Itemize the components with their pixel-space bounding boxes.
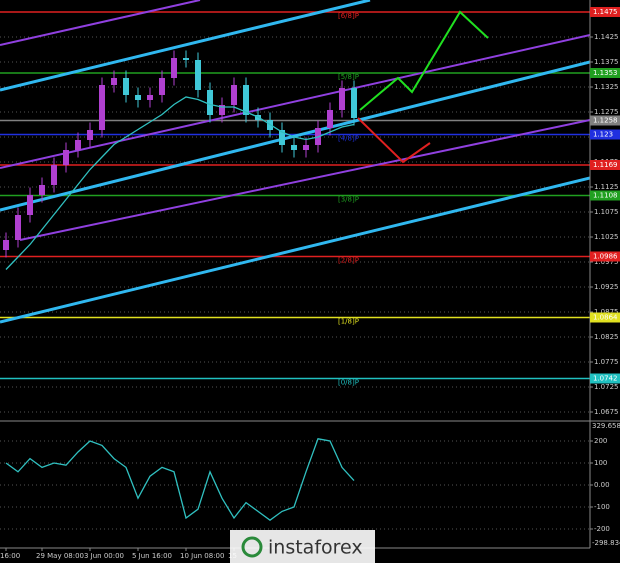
x-tick-label: 5 Jun 16:00 bbox=[132, 552, 172, 560]
price-box bbox=[590, 373, 620, 384]
candle-body bbox=[15, 215, 21, 240]
price-box bbox=[590, 312, 620, 323]
price-box bbox=[590, 129, 620, 140]
y-tick-label: 1.1275 bbox=[594, 108, 619, 116]
price-box bbox=[590, 68, 620, 78]
level-label: [0/8]P bbox=[338, 379, 359, 387]
candle-body bbox=[63, 150, 69, 165]
candle-body bbox=[159, 78, 165, 95]
candle-body bbox=[207, 90, 213, 115]
candle-body bbox=[327, 110, 333, 128]
candle-body bbox=[219, 105, 225, 115]
candle-body bbox=[243, 85, 249, 115]
y-tick-label: 1.1075 bbox=[594, 208, 619, 216]
y-tick-label: 1.0775 bbox=[594, 358, 619, 366]
candle-body bbox=[111, 78, 117, 85]
y-tick-label: 1.0825 bbox=[594, 333, 619, 341]
arrows bbox=[357, 10, 489, 164]
level-label: [4/8]P bbox=[338, 135, 359, 143]
candle-body bbox=[123, 78, 129, 95]
candle-body bbox=[39, 185, 45, 195]
y-tick-label: 1.0725 bbox=[594, 383, 619, 391]
y-tick-label: 1.0875 bbox=[594, 308, 619, 316]
y-tick-label: 1.1375 bbox=[594, 58, 619, 66]
line-series bbox=[5, 96, 355, 270]
level-label: [6/8]P bbox=[338, 12, 359, 20]
candle-body bbox=[87, 130, 93, 140]
price-box bbox=[590, 7, 620, 17]
price-box bbox=[590, 251, 620, 262]
price-box-label: 1.1353 bbox=[593, 69, 618, 77]
y-tick-label: 1.1325 bbox=[594, 83, 619, 91]
level-label: [1/8]P bbox=[338, 318, 359, 326]
candle-body bbox=[171, 58, 177, 78]
candle-body bbox=[303, 145, 309, 150]
y-tick-label: 200 bbox=[594, 437, 607, 445]
y-tick-label: 1.1025 bbox=[594, 233, 619, 241]
y-tick-label: 1.0925 bbox=[594, 283, 619, 291]
candle-body bbox=[135, 95, 141, 100]
candle-body bbox=[351, 88, 357, 118]
level-label: [2/8]P bbox=[338, 257, 359, 265]
candle-body bbox=[195, 60, 201, 90]
level-label: [5/8]P bbox=[338, 73, 359, 81]
price-box-label: 1.1258 bbox=[593, 117, 618, 125]
candle-body bbox=[279, 130, 285, 145]
candle-body bbox=[27, 195, 33, 215]
price-box-label: 1.0986 bbox=[593, 253, 618, 261]
watermark: instaforex bbox=[230, 530, 375, 563]
price-box-label: 1.1169 bbox=[593, 161, 618, 169]
y-tick-label: -200 bbox=[594, 525, 610, 533]
x-tick-label: 3 Jun 00:00 bbox=[84, 552, 124, 560]
y-tick-label: 100 bbox=[594, 459, 607, 467]
price-box bbox=[590, 190, 620, 201]
price-box-label: 1.0864 bbox=[593, 314, 618, 322]
candle-body bbox=[3, 240, 9, 250]
watermark-text: instaforex bbox=[268, 537, 363, 559]
candle-body bbox=[75, 140, 81, 150]
candle-body bbox=[147, 95, 153, 100]
price-box-label: 1.123 bbox=[593, 131, 613, 139]
candle-body bbox=[51, 165, 57, 185]
candle-body bbox=[183, 58, 189, 60]
price-box bbox=[590, 115, 620, 126]
channels bbox=[0, 0, 590, 324]
candle-body bbox=[339, 88, 345, 110]
line-series bbox=[5, 438, 355, 522]
x-tick-label: 16:00 bbox=[0, 552, 20, 560]
level-label: [3/8]P bbox=[338, 196, 359, 204]
price-box-label: 1.1475 bbox=[593, 8, 618, 16]
y-tick-label: 0.00 bbox=[594, 481, 610, 489]
x-tick-label: 29 May 08:00 bbox=[36, 552, 84, 560]
price-box-label: 1.0742 bbox=[593, 375, 618, 383]
y-limit-label: -298.834 bbox=[592, 539, 620, 547]
y-tick-label: 1.0675 bbox=[594, 408, 619, 416]
y-tick-label: -100 bbox=[594, 503, 610, 511]
y-limit-label: 329.6586 bbox=[592, 422, 620, 430]
y-tick-label: 1.1125 bbox=[594, 183, 619, 191]
y-tick-label: 1.1425 bbox=[594, 33, 619, 41]
price-box bbox=[590, 160, 620, 170]
x-tick-label: 10 Jun 08:00 bbox=[180, 552, 224, 560]
price-box-label: 1.1108 bbox=[593, 192, 618, 200]
y-tick-label: 1.0975 bbox=[594, 258, 619, 266]
candle-body bbox=[231, 85, 237, 105]
candle-body bbox=[291, 145, 297, 150]
candle-body bbox=[99, 85, 105, 130]
